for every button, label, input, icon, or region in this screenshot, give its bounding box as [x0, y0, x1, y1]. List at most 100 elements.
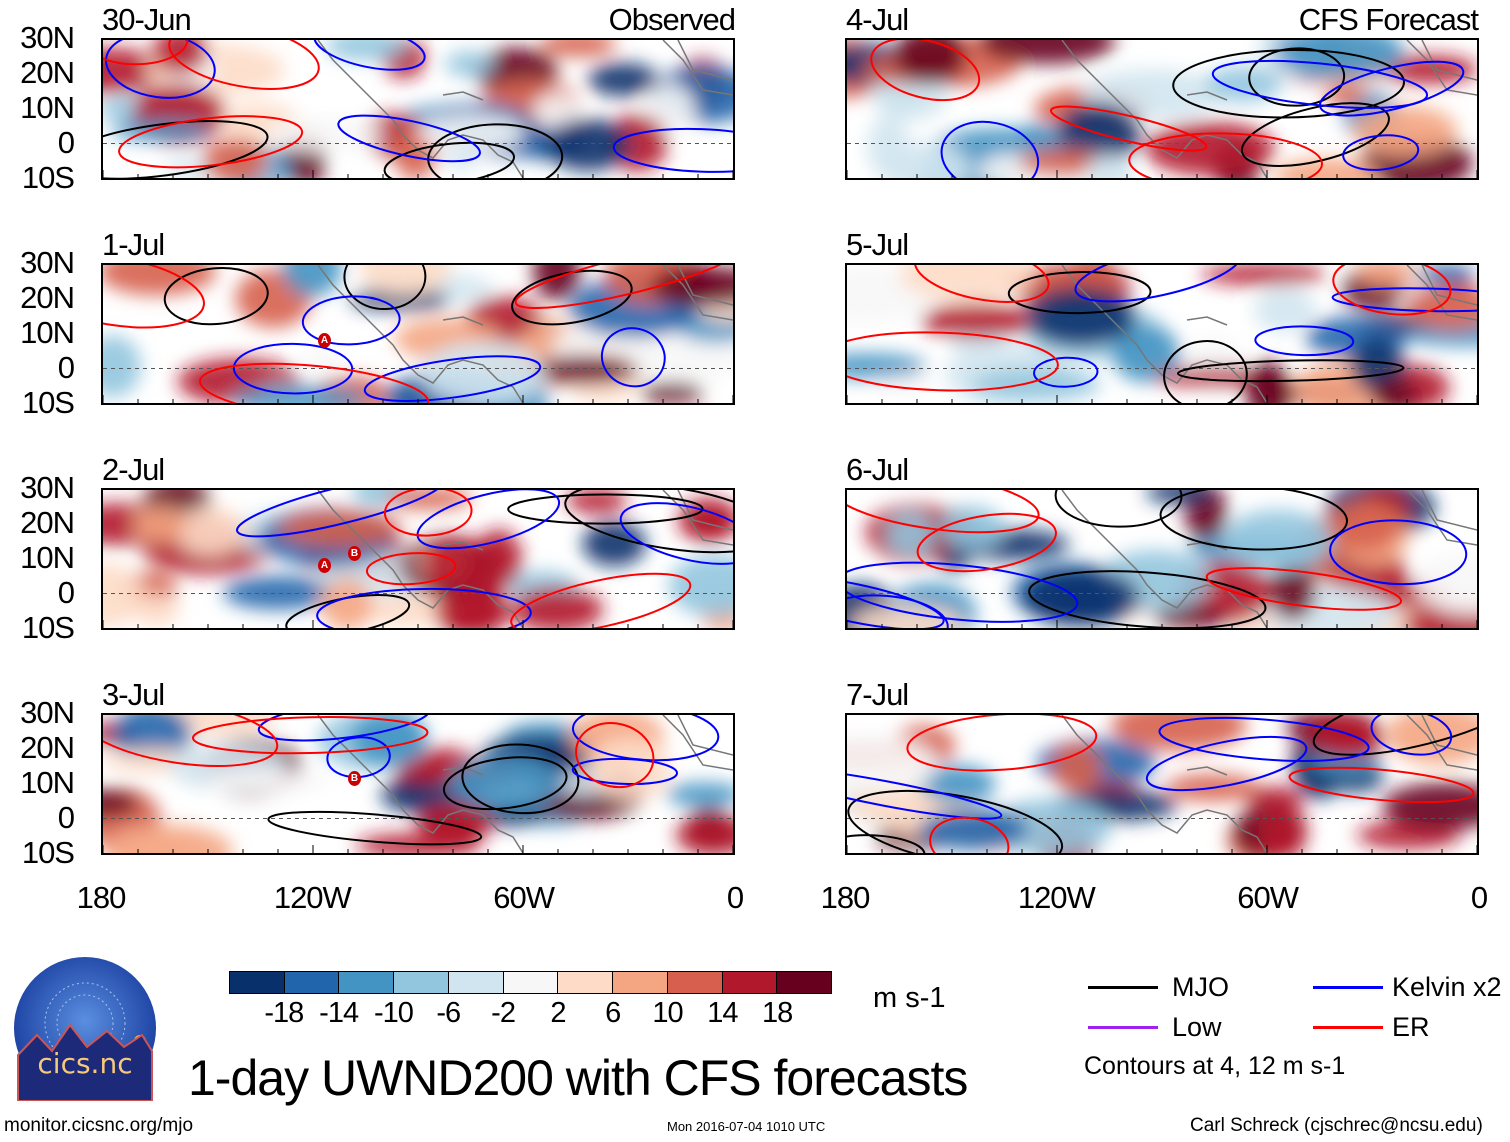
- wind-anomaly-shading: [203, 769, 331, 794]
- legend-line-er: [1313, 1026, 1383, 1029]
- wind-anomaly-shading: [530, 355, 638, 385]
- wind-anomaly-shading: [1306, 715, 1373, 758]
- wave-contour: [847, 767, 1003, 820]
- panel-date: 6-Jul: [846, 452, 909, 487]
- wave-contour: [916, 512, 1057, 573]
- wind-anomaly-shading: [1222, 509, 1334, 571]
- wave-contour: [168, 40, 320, 90]
- wave-contour: [940, 120, 1040, 178]
- wind-anomaly-shading: [639, 381, 704, 403]
- y-tick-label: 0: [57, 125, 75, 160]
- x-tick-label: 120W: [1017, 880, 1096, 915]
- x-tick-label: 120W: [273, 880, 352, 915]
- map-panel: [845, 38, 1479, 180]
- colorbar-swatch: [667, 972, 723, 993]
- wave-contour: [257, 715, 431, 742]
- wind-anomaly-shading: [1153, 606, 1227, 628]
- wind-anomaly-shading: [1371, 376, 1418, 403]
- wave-contour: [514, 265, 733, 309]
- colorbar-label: -14: [319, 997, 359, 1029]
- wave-contour: [847, 834, 926, 853]
- wave-contour: [199, 362, 430, 403]
- y-tick-label: 0: [57, 350, 75, 385]
- colorbar-swatch: [777, 972, 832, 993]
- y-tick-label: 10N: [20, 540, 75, 575]
- wave-contour: [163, 266, 269, 326]
- wave-contour: [1329, 519, 1468, 586]
- wind-anomaly-shading: [884, 511, 935, 559]
- wind-anomaly-shading: [350, 715, 428, 767]
- map-panel: [845, 263, 1479, 405]
- wave-contour: [1033, 356, 1099, 388]
- wave-contour: [343, 265, 427, 311]
- wave-contour: [510, 572, 692, 628]
- wave-contour: [929, 816, 1010, 853]
- wave-contour: [383, 141, 516, 178]
- wind-anomaly-shading: [546, 118, 631, 172]
- wave-contour: [1176, 359, 1405, 383]
- wind-anomaly-shading: [267, 117, 384, 152]
- wind-anomaly-shading: [103, 265, 217, 296]
- y-tick-label: 30N: [20, 695, 75, 730]
- wave-contour: [847, 331, 1059, 392]
- legend-label-mjo: MJO: [1172, 972, 1229, 1002]
- colorbar-label: -18: [264, 997, 304, 1029]
- wind-anomaly-shading: [1019, 148, 1103, 177]
- wave-contour: [1163, 340, 1248, 403]
- wave-contour: [1312, 715, 1477, 756]
- panel-date: 4-Jul: [846, 2, 909, 37]
- y-tick-label: 20N: [20, 505, 75, 540]
- y-tick-label: 10S: [21, 610, 75, 645]
- wave-contour: [1205, 567, 1403, 611]
- wind-anomaly-shading: [678, 497, 733, 543]
- wave-contour: [1054, 490, 1183, 528]
- colorbar-label: 14: [707, 997, 738, 1029]
- wind-anomaly-shading: [533, 93, 582, 130]
- disturbance-marker: B: [348, 546, 361, 561]
- coastline: [1061, 715, 1477, 853]
- wind-anomaly-shading: [940, 505, 1005, 550]
- wave-contour: [105, 40, 216, 99]
- wind-anomaly-shading: [417, 113, 526, 152]
- wave-contour: [1145, 735, 1308, 792]
- wind-anomaly-shading: [1204, 66, 1283, 103]
- wind-anomaly-shading: [582, 521, 647, 567]
- wave-contour: [507, 493, 704, 525]
- colorbar: [229, 971, 832, 994]
- wave-contour: [1342, 134, 1420, 171]
- wave-contour: [1211, 59, 1429, 109]
- cics-logo: cics.nc: [12, 955, 158, 1102]
- disturbance-marker: A: [318, 333, 331, 348]
- wind-anomaly-shading: [325, 40, 408, 61]
- x-tick-label: 60W: [1237, 880, 1299, 915]
- wave-contour: [600, 327, 666, 388]
- wind-anomaly-shading: [152, 40, 208, 75]
- wave-contour: [313, 40, 426, 71]
- wind-anomaly-shading: [1386, 715, 1477, 765]
- map-panel: A: [101, 263, 735, 405]
- wind-anomaly-shading: [566, 490, 627, 514]
- y-tick-label: 10N: [20, 90, 75, 125]
- wind-anomaly-shading: [282, 265, 342, 297]
- footer-author: Carl Schreck (cjschrec@ncsu.edu): [1190, 1115, 1483, 1136]
- wind-anomaly-shading: [134, 593, 179, 627]
- wave-contour: [619, 502, 733, 565]
- wave-contour: [847, 594, 949, 628]
- wind-anomaly-shading: [174, 506, 245, 556]
- wave-contour: [1370, 715, 1453, 756]
- wind-anomaly-shading: [1111, 715, 1247, 751]
- legend-label-low: Low: [1172, 1012, 1222, 1042]
- wave-contour: [236, 490, 446, 538]
- wave-contour: [442, 756, 568, 811]
- wave-contour: [301, 295, 401, 346]
- wind-anomaly-shading: [1354, 265, 1417, 287]
- panel-date: 30-Jun: [102, 2, 192, 37]
- wave-contour: [1159, 490, 1349, 551]
- wave-contour: [363, 355, 542, 402]
- footer-timestamp: Mon 2016-07-04 1010 UTC: [667, 1119, 826, 1134]
- wind-anomaly-shading: [103, 563, 145, 628]
- wave-contour: [847, 575, 945, 628]
- wave-contour: [1172, 49, 1406, 119]
- wind-anomaly-shading: [921, 764, 996, 804]
- wave-contour: [847, 561, 1079, 623]
